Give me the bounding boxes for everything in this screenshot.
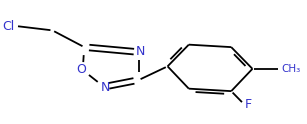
Text: O: O xyxy=(76,63,86,76)
Text: Cl: Cl xyxy=(2,20,14,32)
Text: CH₃: CH₃ xyxy=(281,64,301,74)
Text: N: N xyxy=(136,45,145,58)
Text: N: N xyxy=(101,81,110,94)
Text: F: F xyxy=(245,98,252,111)
